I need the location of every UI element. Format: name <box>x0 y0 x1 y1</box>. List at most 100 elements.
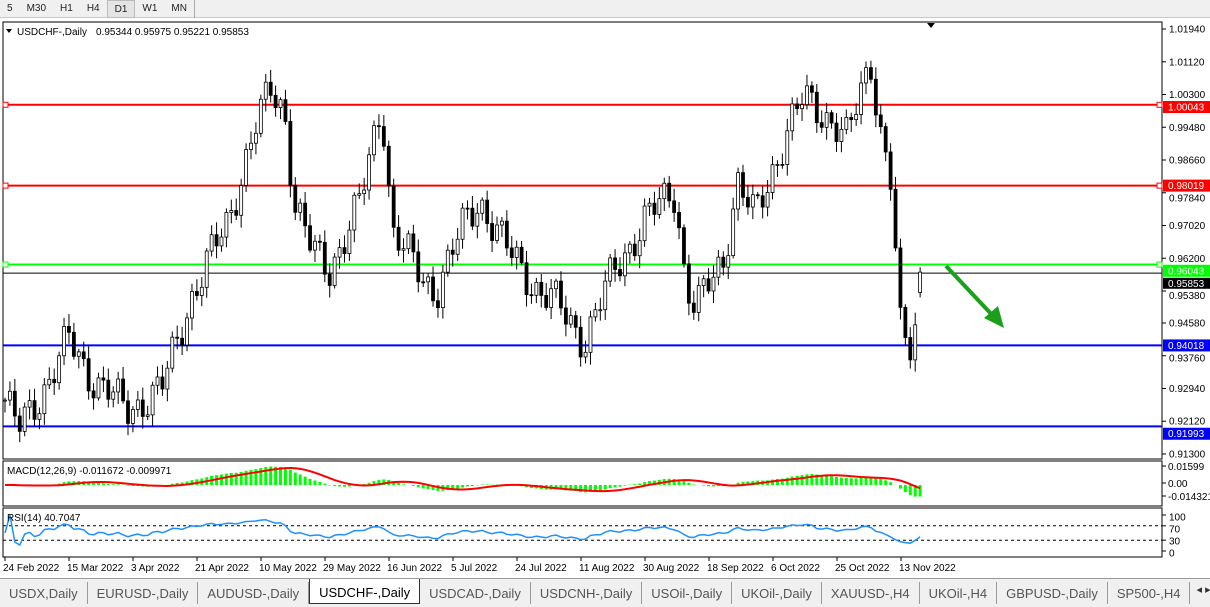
candle <box>750 184 755 220</box>
candle <box>623 243 627 287</box>
candle <box>480 197 485 221</box>
candle-body <box>116 378 121 393</box>
candle-body <box>760 195 765 208</box>
scroll-left-icon[interactable]: ◂ <box>1196 584 1203 596</box>
candle <box>765 180 770 217</box>
candle-body <box>829 112 834 124</box>
date-tick-label: 24 Jul 2022 <box>515 563 567 574</box>
tab-usdchf[interactable]: USDCHF-,Daily <box>309 579 421 604</box>
candle-body <box>293 184 298 213</box>
date-tick-label: 16 Jun 2022 <box>387 563 442 574</box>
candle-body <box>22 406 27 432</box>
tf-m30[interactable]: M30 <box>26 2 47 14</box>
date-tick-label: 30 Aug 2022 <box>643 563 700 574</box>
candle-body <box>765 192 770 208</box>
candle-body <box>391 185 396 228</box>
candle-body <box>785 130 790 165</box>
candle-body <box>332 256 337 286</box>
chart-shift-marker-icon[interactable] <box>927 23 935 28</box>
price-tick-label: 0.92120 <box>1169 417 1206 428</box>
candle <box>470 195 475 230</box>
candle <box>381 114 386 151</box>
tf-h4[interactable]: H4 <box>86 2 100 14</box>
tab-usoil[interactable]: USOil-,Daily <box>642 582 733 604</box>
tab-usdcad[interactable]: USDCAD-,Daily <box>420 582 531 604</box>
candle-body <box>578 326 583 358</box>
rsi-tick-label: 30 <box>1169 537 1181 548</box>
tf-d1[interactable]: D1 <box>106 0 136 18</box>
candle <box>908 327 913 369</box>
candle-body <box>642 205 647 242</box>
scroll-right-icon[interactable]: ▸ <box>1205 584 1210 596</box>
candle-body <box>52 378 57 384</box>
tab-audusd[interactable]: AUDUSD-,Daily <box>198 582 310 604</box>
candle <box>524 250 529 307</box>
tab-xauusd[interactable]: XAUUSD-,H4 <box>822 582 920 604</box>
candle <box>57 351 62 390</box>
candle <box>578 316 583 367</box>
tab-gbpusd[interactable]: GBPUSD-,Daily <box>997 582 1108 604</box>
candle <box>209 225 214 257</box>
candle <box>219 228 224 252</box>
candle-body <box>160 376 165 390</box>
candle <box>342 235 347 263</box>
candle-body <box>42 384 47 415</box>
candle-body <box>396 226 401 251</box>
candles <box>3 60 923 443</box>
date-tick-label: 6 Oct 2022 <box>771 563 820 574</box>
candle <box>918 267 923 298</box>
candle <box>121 366 125 404</box>
candle <box>888 143 893 201</box>
candle-body <box>800 104 804 110</box>
candle-body <box>509 247 514 258</box>
candle-body <box>873 78 878 116</box>
chart-window[interactable]: 1.01940 1.01120 1.00300 0.99480 0.98660 0.978… <box>0 19 1210 577</box>
candle <box>809 81 814 103</box>
candle-body <box>96 377 101 399</box>
level-price-badge-bg <box>1163 264 1210 277</box>
candle-body <box>347 229 352 254</box>
candle <box>824 102 829 140</box>
candle <box>893 176 898 252</box>
candle <box>263 73 268 112</box>
tf-w1[interactable]: W1 <box>142 2 158 14</box>
candle <box>288 109 293 198</box>
candle <box>135 390 140 417</box>
candle <box>755 191 760 200</box>
date-tick-label: 10 May 2022 <box>259 563 317 574</box>
symbol-dropdown-icon[interactable] <box>6 29 12 33</box>
candle-body <box>185 317 189 346</box>
candle-body <box>121 378 125 402</box>
candle-body <box>47 378 52 386</box>
tf-mn[interactable]: MN <box>171 2 187 14</box>
tab-ukoil-h4[interactable]: UKOil-,H4 <box>920 582 998 604</box>
candle-body <box>864 67 868 84</box>
candle <box>829 110 834 129</box>
candle <box>101 366 106 393</box>
candle <box>76 348 81 369</box>
level-price-badge-bg <box>1163 427 1210 440</box>
trend-arrow[interactable] <box>944 264 1004 328</box>
tab-usdcnh[interactable]: USDCNH-,Daily <box>531 582 643 604</box>
tf-5[interactable]: 5 <box>7 2 13 14</box>
level-price-badge: 0.96043 <box>1163 264 1210 277</box>
level-anchor-handle <box>2 261 9 268</box>
candle-body <box>726 255 731 268</box>
candle <box>81 341 86 367</box>
tab-ukoil-daily[interactable]: UKOil-,Daily <box>732 582 822 604</box>
tf-h1[interactable]: H1 <box>60 2 73 14</box>
candle <box>805 74 809 110</box>
candle-body <box>303 202 308 227</box>
tab-usdx[interactable]: USDX,Daily <box>0 582 88 604</box>
candle-body <box>283 99 288 122</box>
tab-sp500[interactable]: SP500-,H4 <box>1108 582 1191 604</box>
chart-canvas[interactable]: 1.01940 1.01120 1.00300 0.99480 0.98660 0.978… <box>0 19 1210 577</box>
tab-eurusd[interactable]: EURUSD-,Daily <box>88 582 199 604</box>
candle <box>17 407 22 443</box>
candle <box>258 94 263 138</box>
candle <box>657 187 662 219</box>
candle-body <box>298 202 303 213</box>
candle-body <box>790 103 795 132</box>
candle-body <box>386 145 391 187</box>
candle <box>249 131 253 160</box>
